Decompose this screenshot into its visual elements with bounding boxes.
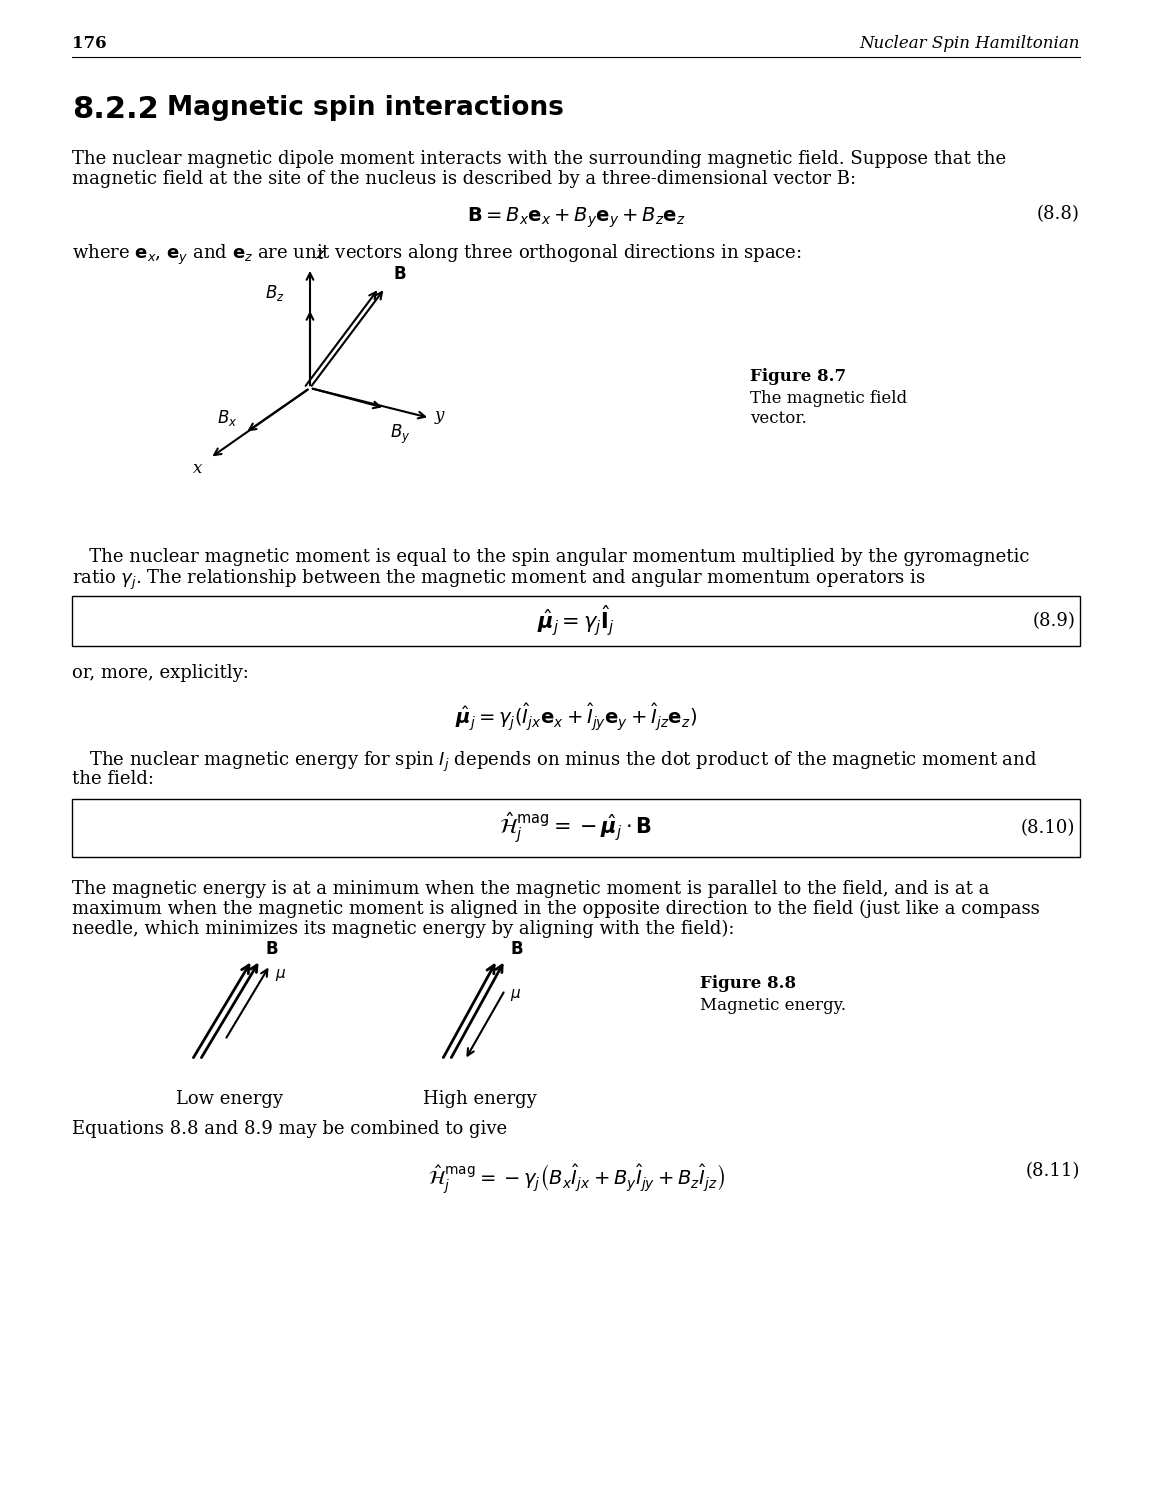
Text: $\hat{\boldsymbol{\mu}}_j = \gamma_j \hat{\mathbf{I}}_j$: $\hat{\boldsymbol{\mu}}_j = \gamma_j \ha… xyxy=(537,604,615,638)
Text: y: y xyxy=(435,408,445,424)
Text: 8.2.2: 8.2.2 xyxy=(71,94,159,124)
Text: 176: 176 xyxy=(71,34,107,53)
Text: z: z xyxy=(314,246,324,262)
Text: Equations 8.8 and 8.9 may be combined to give: Equations 8.8 and 8.9 may be combined to… xyxy=(71,1120,507,1138)
Text: $\mathbf{B} = B_x\mathbf{e}_x + B_y\mathbf{e}_y + B_z\mathbf{e}_z$: $\mathbf{B} = B_x\mathbf{e}_x + B_y\math… xyxy=(467,206,685,230)
Text: Nuclear Spin Hamiltonian: Nuclear Spin Hamiltonian xyxy=(859,34,1081,53)
Text: $\hat{\mathcal{H}}_j^\mathrm{mag} = -\gamma_j\left(B_x\hat{I}_{jx} + B_y\hat{I}_: $\hat{\mathcal{H}}_j^\mathrm{mag} = -\ga… xyxy=(427,1162,725,1196)
Text: vector.: vector. xyxy=(750,410,806,428)
Text: The nuclear magnetic energy for spin $I_j$ depends on minus the dot product of t: The nuclear magnetic energy for spin $I_… xyxy=(71,750,1037,774)
Text: or, more, explicitly:: or, more, explicitly: xyxy=(71,664,249,682)
Text: x: x xyxy=(192,460,202,477)
Text: $\mathbf{B}$: $\mathbf{B}$ xyxy=(393,266,407,284)
Text: Low energy: Low energy xyxy=(176,1090,283,1108)
Text: $\hat{\mathcal{H}}_j^\mathrm{mag} = -\hat{\boldsymbol{\mu}}_j \cdot \mathbf{B}$: $\hat{\mathcal{H}}_j^\mathrm{mag} = -\ha… xyxy=(499,810,653,846)
Text: ratio $\gamma_j$. The relationship between the magnetic moment and angular momen: ratio $\gamma_j$. The relationship betwe… xyxy=(71,568,926,592)
Text: $\mathbf{B}$: $\mathbf{B}$ xyxy=(510,940,523,958)
Text: Magnetic energy.: Magnetic energy. xyxy=(700,998,846,1014)
Text: needle, which minimizes its magnetic energy by aligning with the field):: needle, which minimizes its magnetic ene… xyxy=(71,920,735,939)
Text: $B_z$: $B_z$ xyxy=(265,284,285,303)
Text: $B_y$: $B_y$ xyxy=(391,423,410,445)
Text: The magnetic field: The magnetic field xyxy=(750,390,907,406)
Text: (8.8): (8.8) xyxy=(1037,206,1081,224)
Text: magnetic field at the site of the nucleus is described by a three-dimensional ve: magnetic field at the site of the nucleu… xyxy=(71,170,856,188)
Text: Figure 8.7: Figure 8.7 xyxy=(750,368,846,386)
Text: Figure 8.8: Figure 8.8 xyxy=(700,975,796,992)
Text: $\hat{\boldsymbol{\mu}}_j = \gamma_j(\hat{I}_{jx}\mathbf{e}_x + \hat{I}_{jy}\mat: $\hat{\boldsymbol{\mu}}_j = \gamma_j(\ha… xyxy=(455,702,697,734)
Text: the field:: the field: xyxy=(71,770,154,788)
Text: (8.11): (8.11) xyxy=(1025,1162,1081,1180)
Text: $\mu$: $\mu$ xyxy=(275,968,286,982)
Text: (8.9): (8.9) xyxy=(1032,612,1075,630)
Text: Magnetic spin interactions: Magnetic spin interactions xyxy=(167,94,563,122)
Text: (8.10): (8.10) xyxy=(1021,819,1075,837)
Text: The magnetic energy is at a minimum when the magnetic moment is parallel to the : The magnetic energy is at a minimum when… xyxy=(71,880,990,898)
FancyBboxPatch shape xyxy=(71,596,1081,646)
Text: where $\mathbf{e}_x$, $\mathbf{e}_y$ and $\mathbf{e}_z$ are unit vectors along t: where $\mathbf{e}_x$, $\mathbf{e}_y$ and… xyxy=(71,243,802,267)
Text: $\mathbf{B}$: $\mathbf{B}$ xyxy=(265,940,279,958)
Text: High energy: High energy xyxy=(423,1090,537,1108)
Text: The nuclear magnetic moment is equal to the spin angular momentum multiplied by : The nuclear magnetic moment is equal to … xyxy=(71,548,1030,566)
Text: maximum when the magnetic moment is aligned in the opposite direction to the fie: maximum when the magnetic moment is alig… xyxy=(71,900,1040,918)
FancyBboxPatch shape xyxy=(71,800,1081,856)
Text: $\mu$: $\mu$ xyxy=(510,987,521,1004)
Text: The nuclear magnetic dipole moment interacts with the surrounding magnetic field: The nuclear magnetic dipole moment inter… xyxy=(71,150,1006,168)
Text: $B_x$: $B_x$ xyxy=(217,408,237,428)
